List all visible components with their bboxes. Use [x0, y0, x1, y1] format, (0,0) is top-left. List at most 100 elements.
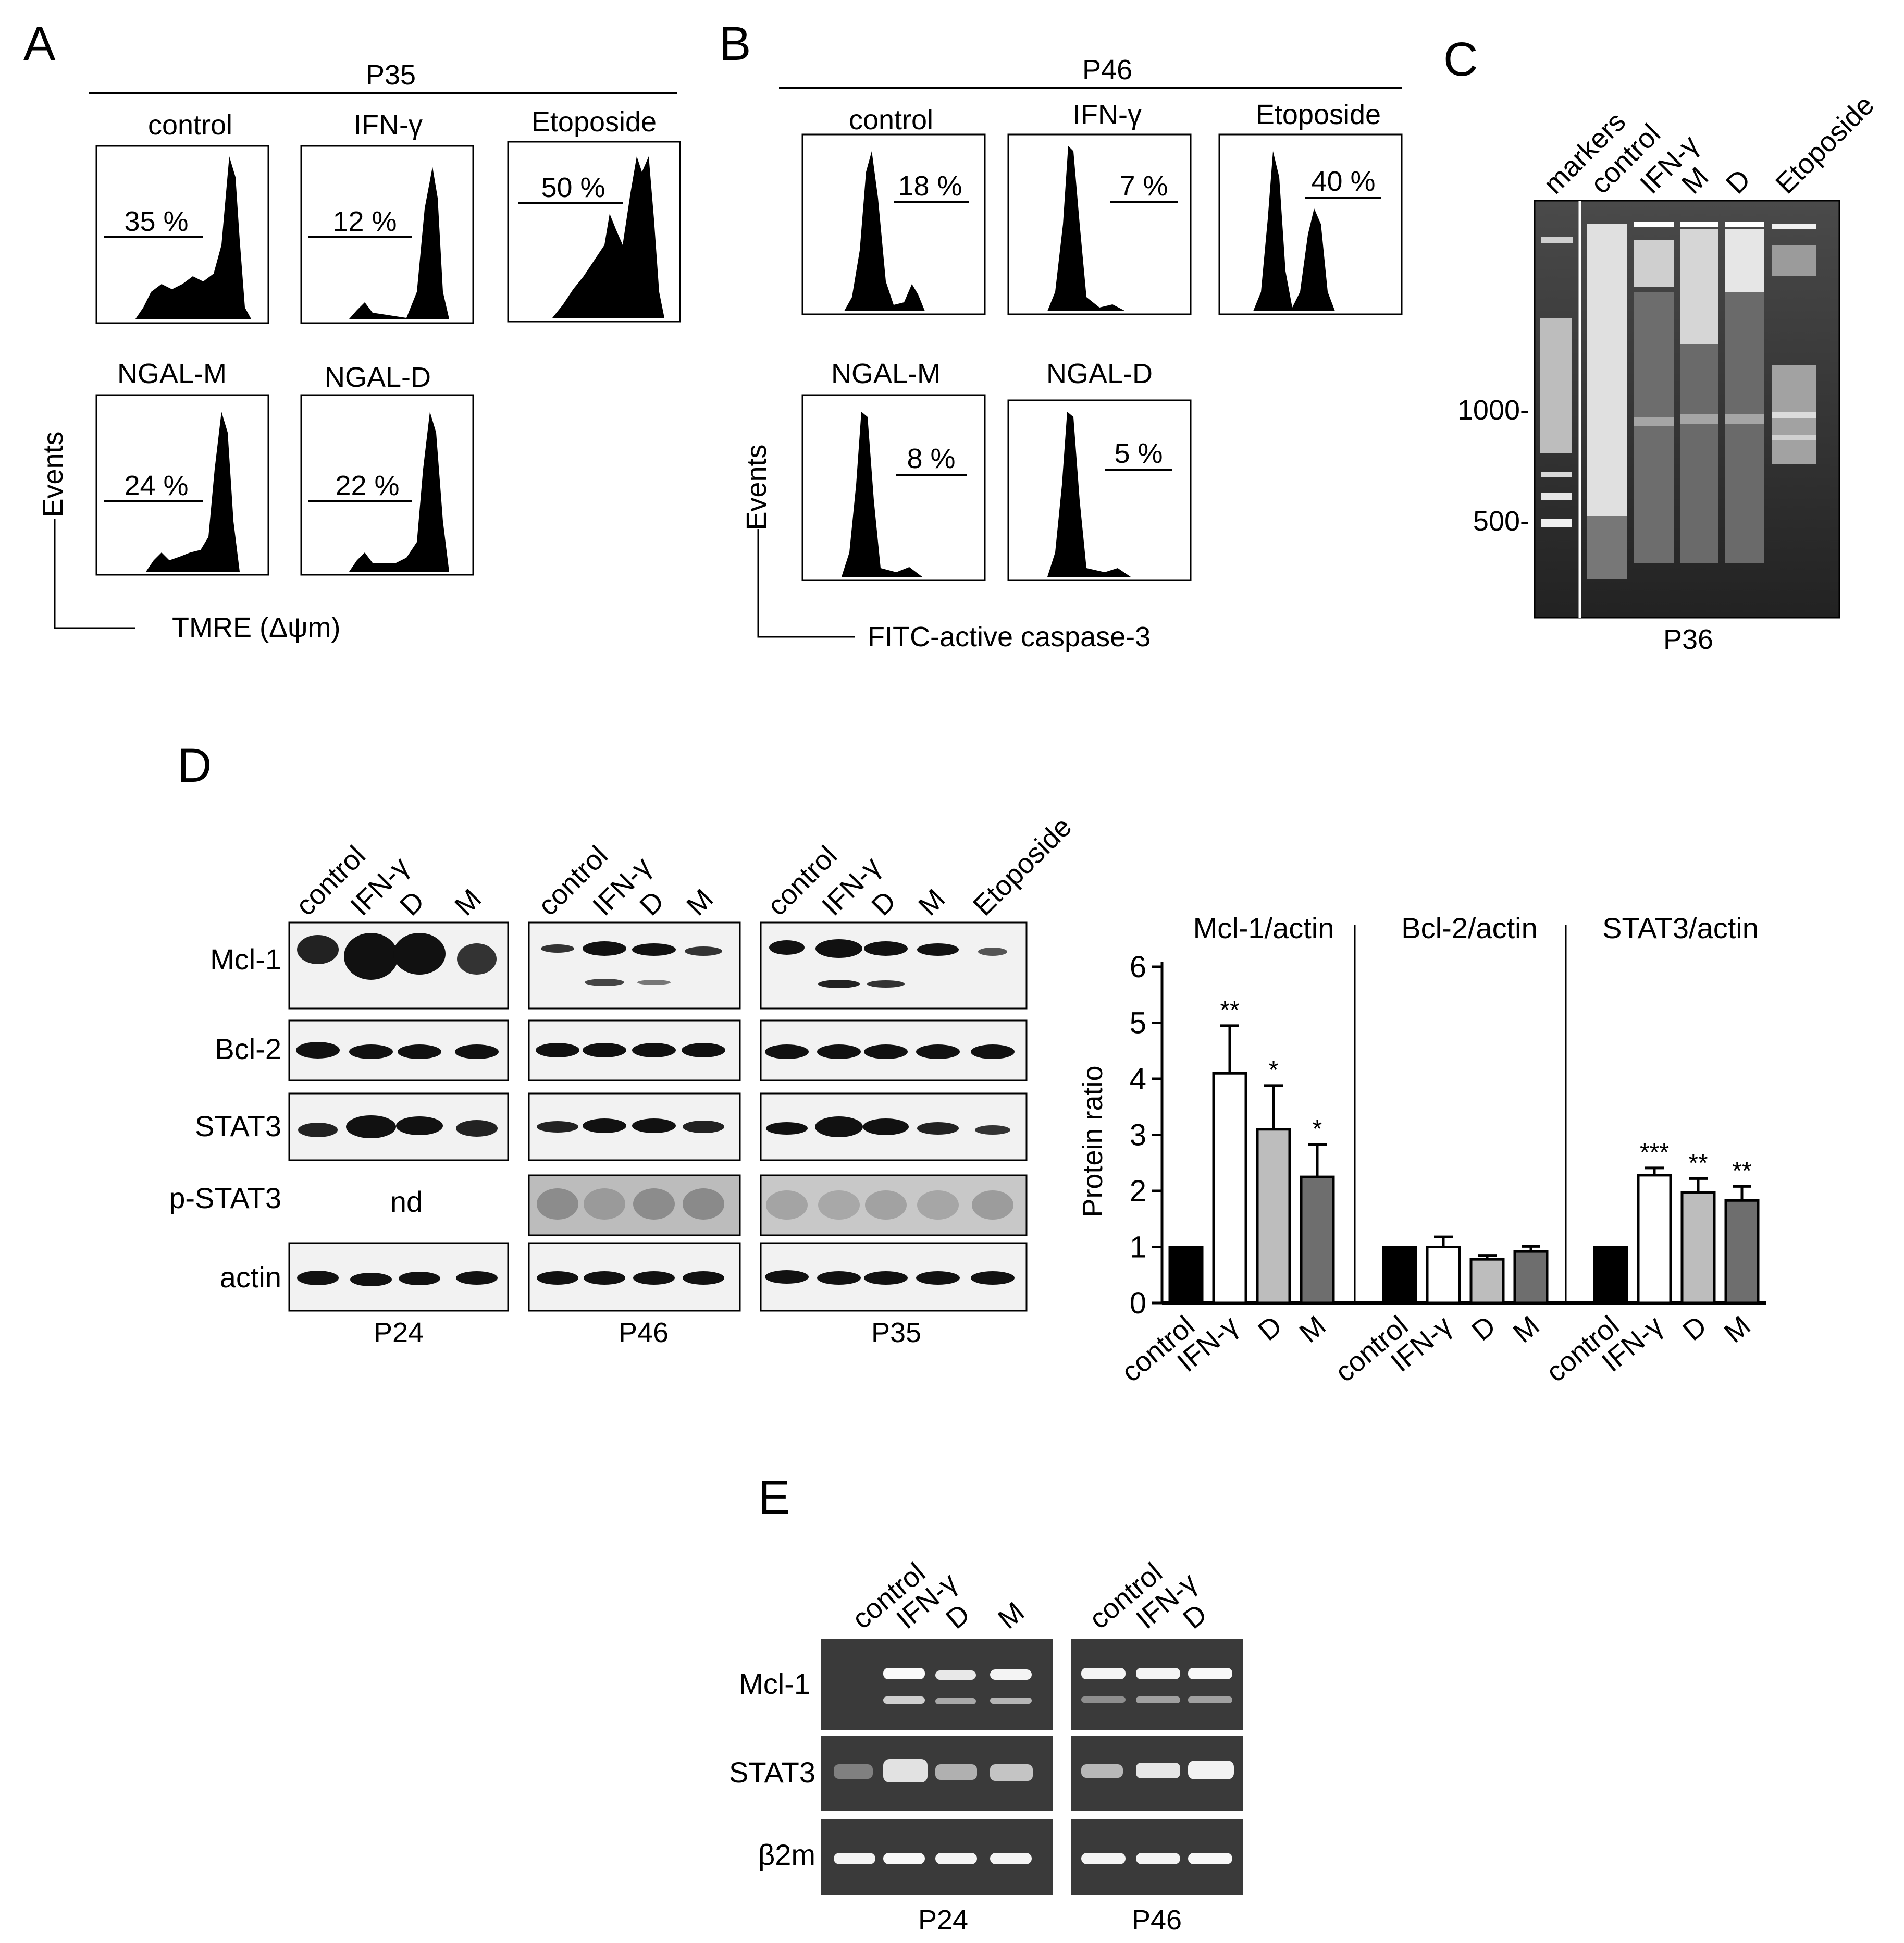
row-label-mcl1: Mcl-1: [210, 943, 281, 976]
histogram-a-control: 35 %: [95, 145, 269, 324]
panel-b-title-ngal-m: NGAL-M: [831, 358, 941, 389]
y-tick-label: 5: [1130, 1006, 1146, 1040]
p46-lane-m: M: [681, 883, 719, 921]
panel-e-letter: E: [758, 1471, 790, 1524]
bar: [1724, 1199, 1760, 1305]
size-marker-1000: 1000-: [1457, 395, 1529, 426]
p35-lane-m: M: [912, 883, 951, 921]
percent-b-etoposide: 40 %: [1311, 166, 1375, 197]
row-label-bcl2: Bcl-2: [215, 1032, 281, 1065]
significance-marker: *: [1313, 1115, 1322, 1143]
p35-lane-etoposide: Etoposide: [967, 811, 1078, 921]
panel-a-letter: A: [23, 17, 56, 70]
panel-b-patient: P46: [1082, 54, 1132, 85]
panel-b-title-ngal-d: NGAL-D: [1046, 358, 1153, 389]
y-tick-label: 3: [1130, 1118, 1146, 1152]
panel-d: D Mcl-1 Bcl-2 STAT3 p-STAT3 actin contro…: [169, 739, 1078, 1348]
histogram-b-control: 18 %: [801, 133, 986, 315]
chart-bars: [1168, 1024, 1760, 1305]
lane-label-d: D: [1720, 163, 1757, 200]
significance-marker: **: [1688, 1149, 1708, 1177]
histogram-a-ngal-m: 24 %: [95, 394, 269, 576]
percent-a-ngal-d: 22 %: [335, 470, 399, 501]
bar: [1469, 1258, 1505, 1305]
significance-marker: **: [1220, 997, 1239, 1024]
panel-b-axis-indicator: [757, 529, 855, 638]
bar: [1168, 1246, 1204, 1305]
y-tick-label: 6: [1130, 950, 1146, 984]
histogram-a-etoposide: 50 %: [507, 141, 681, 323]
panel-a-title-control: control: [148, 109, 232, 141]
significance-marker: ***: [1640, 1139, 1669, 1166]
group-title: Mcl-1/actin: [1193, 912, 1334, 944]
x-category-label: M: [1507, 1310, 1546, 1349]
rtpcr-gel-p46: [1071, 1639, 1243, 1895]
blot-p46: [528, 921, 741, 1312]
panel-a-title-ifn: IFN-γ: [354, 109, 423, 141]
bar: [1212, 1072, 1247, 1305]
histogram-b-ngal-d: 5 %: [1007, 399, 1192, 581]
e-row-label-stat3: STAT3: [729, 1756, 815, 1789]
panel-b-title-ifn: IFN-γ: [1073, 99, 1142, 130]
bar: [1513, 1250, 1549, 1305]
percent-b-ifn: 7 %: [1119, 170, 1168, 202]
percent-a-control: 35 %: [124, 206, 188, 237]
percent-a-etoposide: 50 %: [541, 172, 605, 203]
panel-a-title-etoposide: Etoposide: [531, 106, 657, 138]
panel-b-letter: B: [719, 17, 751, 70]
bar: [1382, 1246, 1417, 1305]
percent-a-ngal-m: 24 %: [124, 470, 188, 501]
e-p24-lane-m: M: [992, 1596, 1030, 1635]
y-tick-label: 4: [1130, 1062, 1146, 1096]
panel-e: E Mcl-1 STAT3 β2m control IFN-γ D M cont…: [729, 1471, 1243, 1936]
bar: [1426, 1246, 1461, 1305]
histogram-b-ifn: 7 %: [1007, 133, 1192, 315]
significance-marker: **: [1732, 1157, 1751, 1185]
group-title: Bcl-2/actin: [1401, 912, 1537, 944]
significance-marker: *: [1269, 1056, 1279, 1084]
panel-a-title-ngal-m: NGAL-M: [117, 358, 227, 389]
histogram-a-ifn: 12 %: [300, 145, 474, 324]
blot-p24: nd: [288, 921, 509, 1312]
panel-b: B P46 control IFN-γ Etoposide 18 % 7 % 4…: [719, 17, 1403, 653]
x-category-label: M: [1718, 1310, 1757, 1349]
x-category-label: M: [1294, 1310, 1332, 1349]
y-tick-label: 0: [1130, 1286, 1146, 1320]
e-row-label-b2m: β2m: [758, 1838, 815, 1871]
blot-p35-label: P35: [871, 1317, 921, 1348]
panel-b-y-label: Events: [741, 444, 772, 530]
lane-label-etoposide: Etoposide: [1770, 89, 1880, 200]
bar: [1300, 1175, 1335, 1305]
histogram-b-etoposide: 40 %: [1218, 133, 1403, 315]
dna-ladder-gel: [1534, 200, 1840, 619]
histogram-b-ngal-m: 8 %: [801, 394, 986, 581]
e-row-label-mcl1: Mcl-1: [739, 1667, 810, 1700]
panel-a-y-label: Events: [38, 431, 69, 517]
panel-b-title-control: control: [849, 104, 933, 136]
x-category-label: D: [1677, 1310, 1712, 1347]
bar: [1593, 1246, 1628, 1305]
panel-b-title-etoposide: Etoposide: [1256, 99, 1381, 130]
blot-p35: [760, 921, 1028, 1312]
histogram-a-ngal-d: 22 %: [300, 394, 474, 576]
blot-p46-label: P46: [619, 1317, 669, 1348]
e-p46-label: P46: [1132, 1904, 1182, 1936]
bar: [1637, 1174, 1672, 1305]
panel-a-title-ngal-d: NGAL-D: [325, 362, 431, 393]
e-p24-label: P24: [918, 1904, 968, 1936]
percent-a-ifn: 12 %: [332, 206, 397, 237]
bar: [1680, 1191, 1716, 1305]
panel-c: C markers control IFN-γ M D Etoposide: [1443, 33, 1880, 655]
row-label-stat3: STAT3: [195, 1110, 281, 1142]
y-axis-label: Protein ratio: [1077, 1065, 1108, 1217]
panel-d-letter: D: [177, 739, 212, 792]
percent-b-control: 18 %: [898, 170, 962, 202]
panel-a: A P35 control IFN-γ Etoposide 35 % 12 % …: [23, 17, 681, 643]
p24-lane-m: M: [449, 883, 487, 921]
panel-c-letter: C: [1443, 33, 1478, 86]
percent-b-ngal-d: 5 %: [1114, 438, 1163, 469]
x-category-label: D: [1466, 1310, 1501, 1347]
